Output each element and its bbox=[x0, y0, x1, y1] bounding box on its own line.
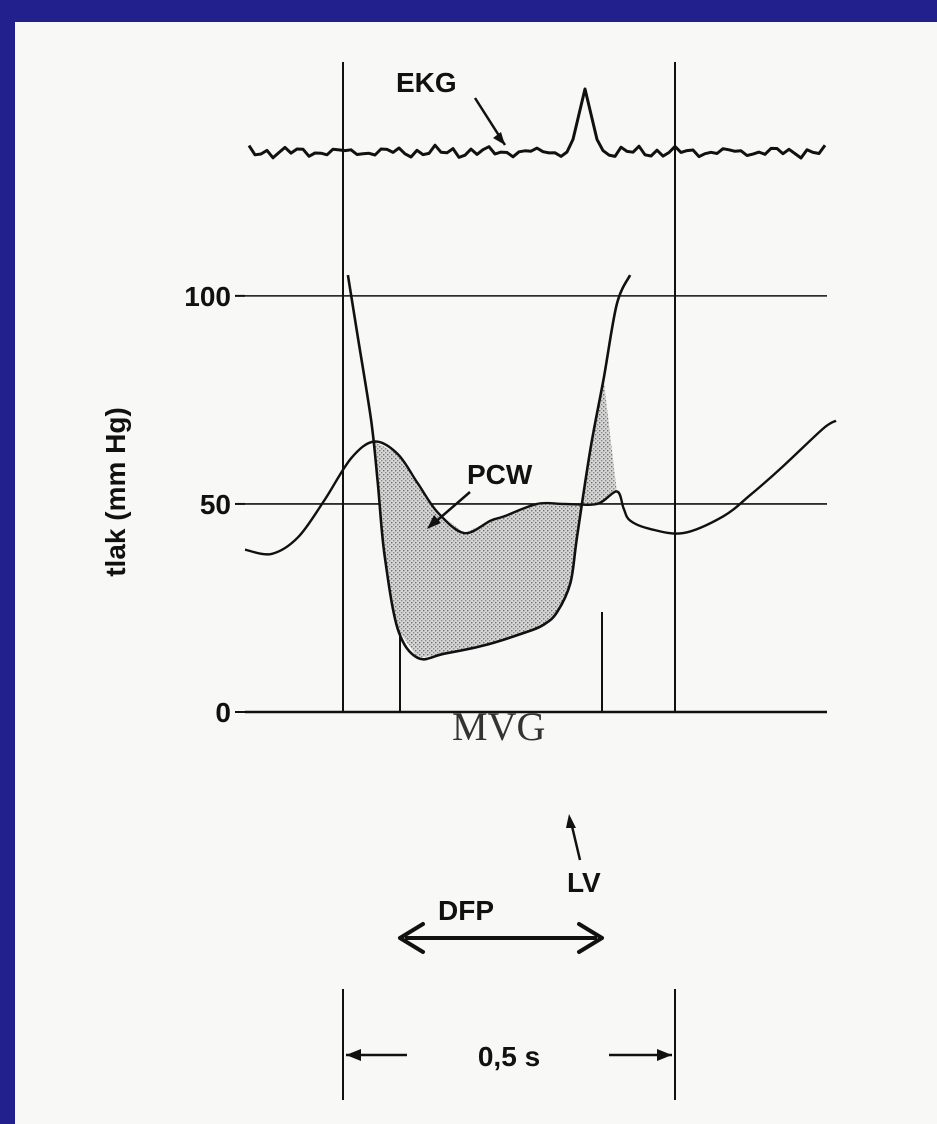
y-tick-label-100: 100 bbox=[184, 281, 231, 312]
lv-pointer-arrowhead bbox=[566, 814, 576, 828]
figure-paper: 100 50 0 tlak (mm Hg) EKG PCW MVG LV DFP 0… bbox=[15, 22, 937, 1124]
pcw-pointer-arrowhead bbox=[427, 515, 441, 529]
y-tick-label-50: 50 bbox=[200, 489, 231, 520]
series-group bbox=[244, 274, 837, 661]
pcw-pointer-arrow bbox=[432, 491, 471, 525]
annotation-ekg: EKG bbox=[396, 67, 457, 98]
y-axis-label: tlak (mm Hg) bbox=[100, 407, 131, 577]
timing-lines bbox=[342, 62, 676, 712]
ekg-trace bbox=[247, 87, 827, 160]
series-line-lv bbox=[346, 274, 632, 661]
mvg-shaded-area bbox=[374, 379, 617, 658]
ekg-pointer-arrowhead bbox=[493, 132, 505, 145]
series-line-pcw bbox=[244, 419, 837, 556]
dfp-double-arrow bbox=[398, 922, 604, 954]
annotation-dfp: DFP bbox=[438, 895, 494, 926]
annotation-mvg: MVG bbox=[452, 704, 545, 749]
lv-pointer-arrow bbox=[569, 821, 582, 861]
time-scale-bar bbox=[342, 989, 676, 1100]
y-tick-labels: 100 50 0 bbox=[184, 281, 231, 728]
annotation-pcw: PCW bbox=[467, 459, 533, 490]
annotation-lv: LV bbox=[567, 867, 601, 898]
y-tick-label-0: 0 bbox=[215, 697, 231, 728]
time-scale-label: 0,5 s bbox=[478, 1041, 540, 1072]
pressure-chart: 100 50 0 tlak (mm Hg) EKG PCW MVG LV DFP 0… bbox=[100, 62, 837, 1100]
